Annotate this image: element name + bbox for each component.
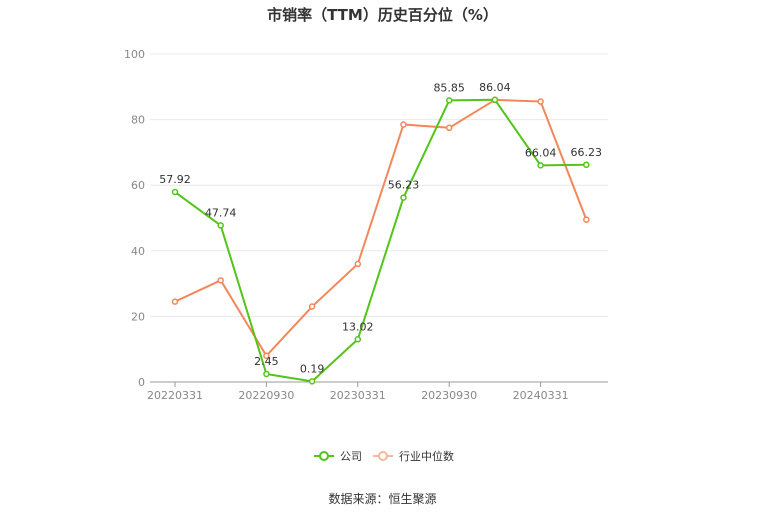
data-label: 56.23 <box>388 179 420 192</box>
legend-label-industry: 行业中位数 <box>399 449 454 463</box>
data-point <box>445 124 453 132</box>
data-point <box>583 216 590 223</box>
y-tick-label: 100 <box>124 48 145 61</box>
data-point <box>263 370 270 378</box>
legend-label-company: 公司 <box>340 450 362 463</box>
data-label: 47.74 <box>205 206 237 219</box>
x-tick-label: 20230930 <box>421 389 477 402</box>
data-point <box>400 121 407 128</box>
data-point <box>491 96 499 104</box>
data-point <box>217 277 224 284</box>
legend-marker <box>378 451 388 461</box>
data-label: 86.04 <box>479 81 511 94</box>
data-point <box>537 162 544 169</box>
y-tick-label: 40 <box>131 245 145 258</box>
data-label: 0.19 <box>300 362 325 375</box>
data-point <box>171 188 179 196</box>
data-label: 85.85 <box>433 81 465 94</box>
series-line-company <box>174 98 587 383</box>
data-label: 13.02 <box>342 320 374 333</box>
y-tick-label: 60 <box>131 179 145 192</box>
data-label: 2.45 <box>254 355 279 368</box>
chart-source: 数据来源：恒生聚源 <box>328 492 437 506</box>
data-point <box>445 97 453 104</box>
data-label: 66.04 <box>525 146 557 159</box>
x-tick-label: 20230331 <box>330 389 386 402</box>
data-point <box>537 98 544 105</box>
data-point <box>217 222 224 229</box>
y-tick-label: 80 <box>131 114 145 127</box>
x-tick-label: 20220331 <box>147 389 203 402</box>
data-label: 57.92 <box>159 173 191 186</box>
data-label: 66.23 <box>571 146 603 159</box>
x-tick-label: 20240331 <box>513 389 569 402</box>
data-point <box>263 352 270 360</box>
y-tick-label: 0 <box>138 376 145 389</box>
data-point <box>400 194 407 201</box>
chart-title: 市销率（TTM）历史百分位（%） <box>267 6 498 24</box>
data-point <box>583 161 590 169</box>
series-line-industry-median <box>174 98 588 357</box>
data-point <box>308 378 316 385</box>
x-tick-label: 20220930 <box>238 389 294 402</box>
data-point <box>354 336 362 343</box>
legend-marker <box>319 451 329 461</box>
data-point <box>354 260 362 268</box>
data-point <box>171 298 179 305</box>
y-tick-label: 20 <box>131 310 145 323</box>
data-point <box>308 303 316 310</box>
